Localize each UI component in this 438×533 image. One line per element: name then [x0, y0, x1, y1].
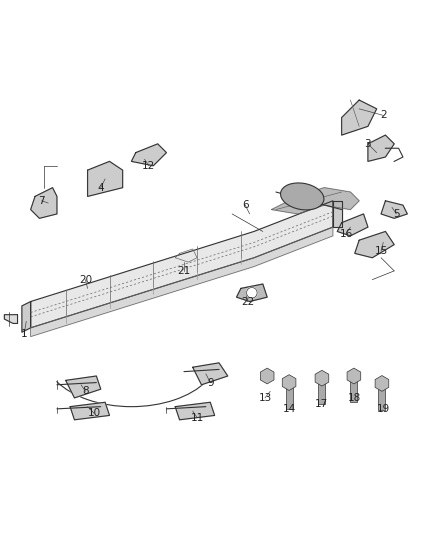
- Text: 12: 12: [142, 161, 155, 171]
- Polygon shape: [88, 161, 123, 197]
- Polygon shape: [368, 135, 394, 161]
- Bar: [378, 383, 385, 410]
- Text: 16: 16: [339, 229, 353, 239]
- Polygon shape: [4, 314, 18, 324]
- Text: 17: 17: [315, 399, 328, 409]
- Polygon shape: [31, 201, 333, 328]
- Polygon shape: [193, 363, 228, 385]
- Text: 10: 10: [88, 408, 101, 418]
- Text: 3: 3: [364, 139, 371, 149]
- Polygon shape: [131, 144, 166, 166]
- Text: 5: 5: [393, 209, 400, 219]
- Bar: [318, 378, 325, 405]
- Text: 6: 6: [242, 200, 249, 210]
- Polygon shape: [22, 302, 31, 332]
- Polygon shape: [333, 201, 342, 227]
- Text: 4: 4: [97, 183, 104, 192]
- Bar: [286, 383, 293, 409]
- Text: 20: 20: [79, 274, 92, 285]
- Polygon shape: [175, 402, 215, 420]
- Text: 1: 1: [21, 329, 28, 340]
- Text: 14: 14: [283, 404, 296, 414]
- Polygon shape: [237, 284, 267, 302]
- Text: 8: 8: [82, 386, 89, 397]
- Text: 15: 15: [374, 246, 388, 256]
- Polygon shape: [337, 214, 368, 236]
- Text: 18: 18: [348, 393, 361, 403]
- Text: 2: 2: [380, 110, 387, 120]
- Text: 21: 21: [177, 266, 191, 276]
- Polygon shape: [31, 227, 333, 336]
- Ellipse shape: [280, 183, 324, 210]
- Polygon shape: [272, 188, 359, 214]
- Text: 13: 13: [258, 393, 272, 403]
- Bar: [350, 376, 357, 402]
- Polygon shape: [31, 188, 57, 219]
- Polygon shape: [342, 100, 377, 135]
- Text: 9: 9: [207, 377, 214, 387]
- Circle shape: [247, 287, 257, 298]
- Text: 22: 22: [241, 296, 254, 306]
- Polygon shape: [355, 231, 394, 258]
- Text: 19: 19: [377, 404, 390, 414]
- Text: 11: 11: [191, 413, 204, 423]
- Polygon shape: [381, 201, 407, 219]
- Text: 7: 7: [38, 196, 45, 206]
- Polygon shape: [70, 402, 110, 420]
- Polygon shape: [66, 376, 101, 398]
